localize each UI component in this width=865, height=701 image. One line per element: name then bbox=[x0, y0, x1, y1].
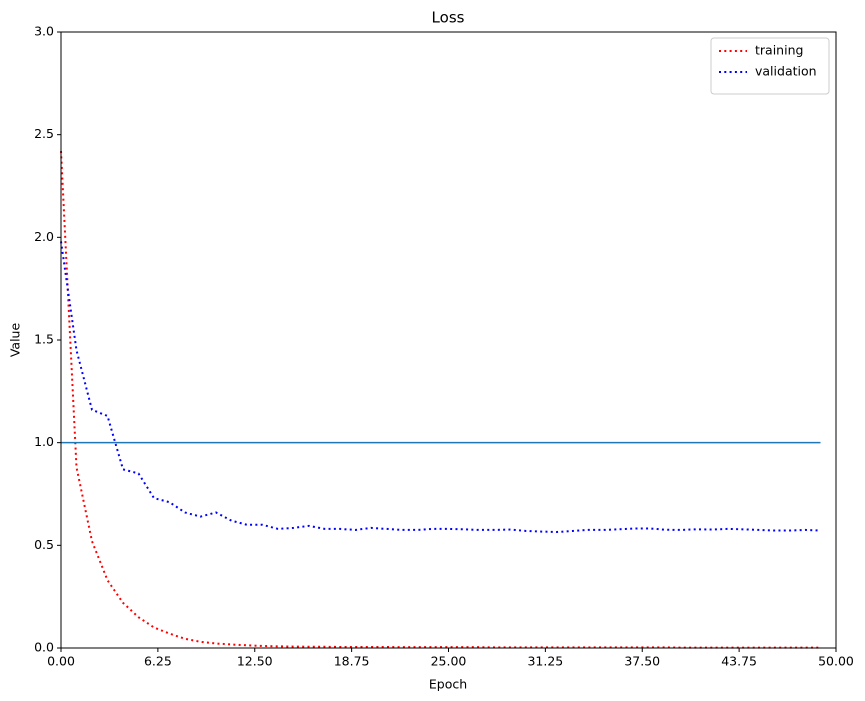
x-tick-label: 37.50 bbox=[624, 654, 660, 669]
x-tick-label: 18.75 bbox=[334, 654, 370, 669]
data-line bbox=[60, 151, 821, 649]
y-tick-label: 2.5 bbox=[34, 126, 54, 141]
x-tick-label: 0.00 bbox=[47, 654, 75, 669]
y-tick-label: 3.0 bbox=[34, 24, 54, 39]
y-tick-label: 0.0 bbox=[34, 640, 54, 655]
chart-title: Loss bbox=[432, 9, 465, 27]
y-tick-label: 0.5 bbox=[34, 537, 54, 552]
x-tick-label: 50.00 bbox=[818, 654, 854, 669]
y-axis-label: Value bbox=[8, 323, 23, 358]
y-tick-label: 1.0 bbox=[34, 434, 54, 449]
data-line bbox=[60, 241, 821, 533]
legend-label: validation bbox=[755, 64, 817, 79]
y-tick-label: 1.5 bbox=[34, 332, 54, 347]
x-tick-label: 25.00 bbox=[431, 654, 467, 669]
x-tick-label: 12.50 bbox=[237, 654, 273, 669]
legend-label: training bbox=[755, 43, 803, 58]
plot-frame bbox=[60, 31, 837, 649]
x-tick-label: 31.25 bbox=[527, 654, 563, 669]
x-tick-label: 6.25 bbox=[144, 654, 172, 669]
y-tick-label: 2.0 bbox=[34, 229, 54, 244]
x-tick-label: 43.75 bbox=[721, 654, 757, 669]
x-axis-label: Epoch bbox=[429, 677, 467, 692]
